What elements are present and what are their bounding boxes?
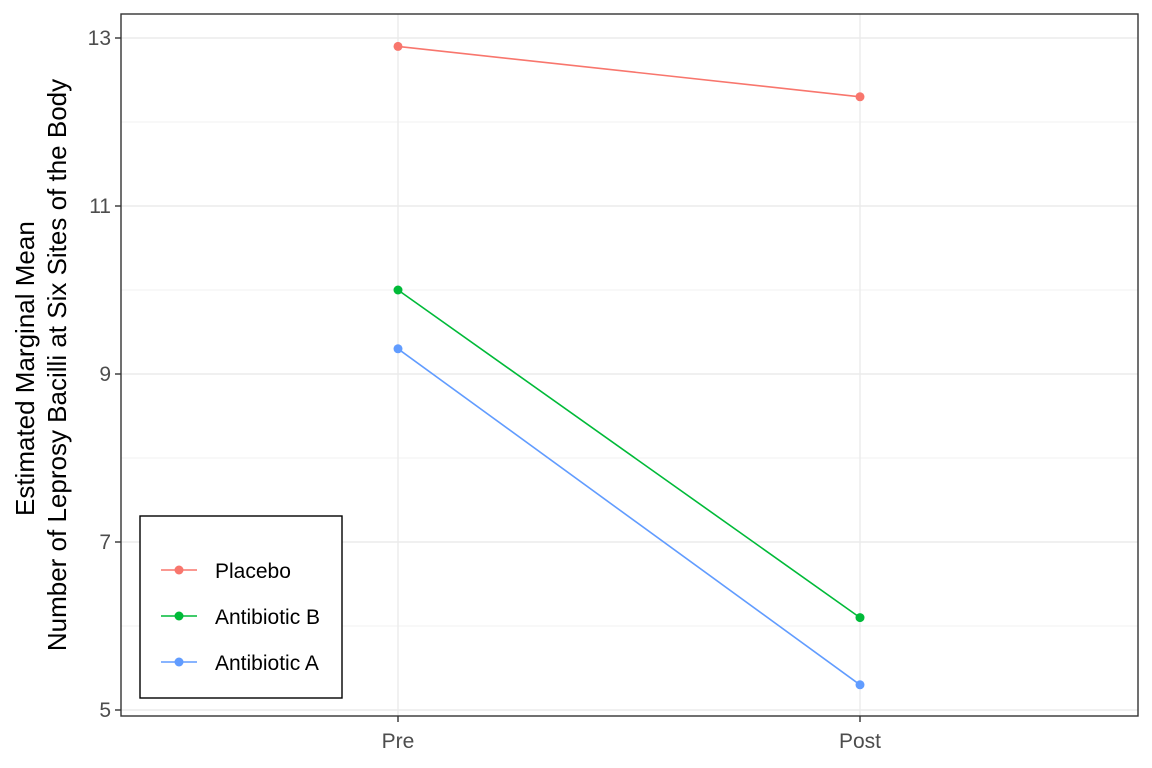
legend-label: Placebo	[215, 560, 291, 583]
y-tick-label: 9	[99, 363, 111, 386]
legend: Placebo Antibiotic B Antibiotic A	[139, 515, 343, 699]
y-tick-label: 13	[88, 27, 111, 50]
series-lines	[397, 45, 861, 686]
legend-label: Antibiotic B	[215, 606, 320, 629]
x-axis-ticks: Pre Post	[382, 716, 881, 753]
legend-key-point	[174, 611, 184, 621]
data-point	[393, 41, 403, 51]
series-line	[397, 45, 861, 98]
y-tick-label: 11	[89, 195, 111, 218]
y-axis-title-line-1: Estimated Marginal Mean	[10, 221, 40, 516]
x-tick-label: Post	[839, 730, 881, 753]
y-axis-ticks: 5 7 9 11 13	[88, 27, 121, 722]
plot-panel-border	[120, 13, 1139, 717]
data-point	[855, 613, 865, 623]
series-line	[397, 348, 861, 686]
series-points	[393, 41, 865, 690]
legend-key-point	[174, 657, 184, 667]
legend-label: Antibiotic A	[215, 652, 319, 675]
data-point	[393, 285, 403, 295]
data-point	[855, 680, 865, 690]
y-tick-label: 5	[99, 699, 111, 722]
series-line	[397, 289, 861, 619]
y-tick-label: 7	[99, 531, 111, 554]
legend-key-point	[174, 565, 184, 575]
data-point	[393, 344, 403, 354]
legend-box	[139, 515, 343, 699]
x-tick-label: Pre	[382, 730, 415, 753]
y-axis-title: Estimated Marginal Mean Number of Lepros…	[10, 79, 72, 651]
y-axis-title-line-2: Number of Leprosy Bacilli at Six Sites o…	[42, 79, 72, 651]
data-point	[855, 92, 865, 102]
